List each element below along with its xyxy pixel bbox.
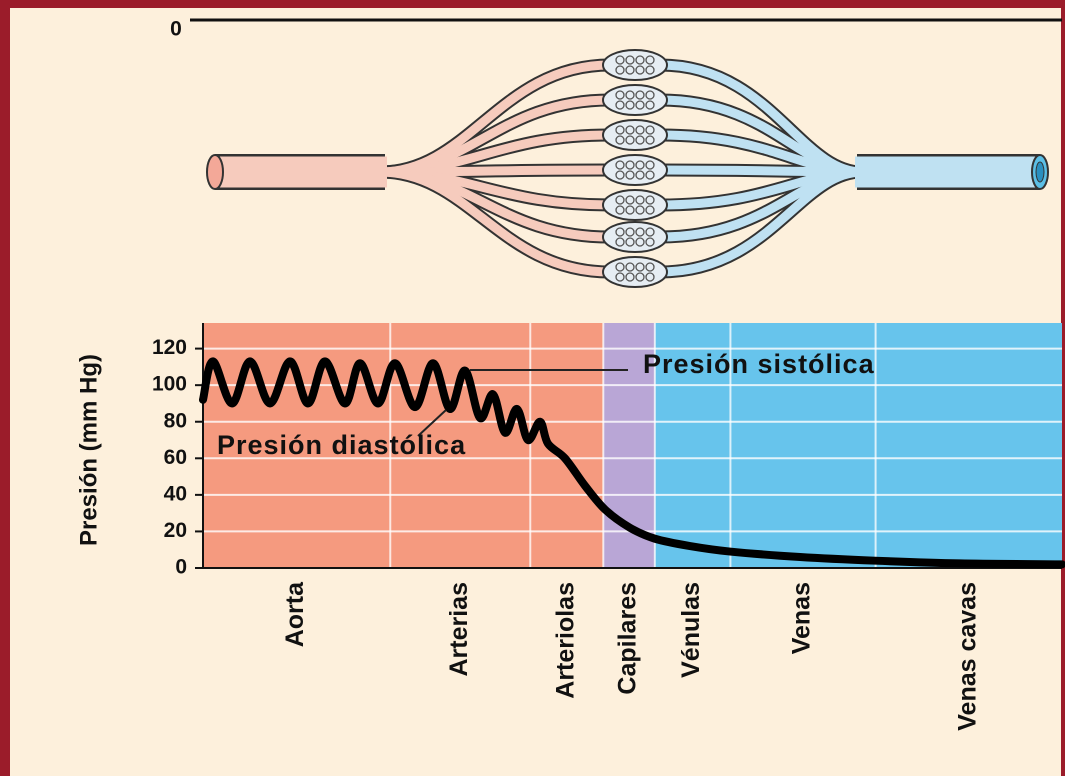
plot: Aorta Arterias Arteriolas Capilares Vénulas V… (152, 323, 1062, 731)
artery-end (207, 155, 223, 189)
y-tick-label: 120 (152, 336, 187, 359)
x-category-label: Vénulas (677, 582, 705, 678)
x-category-label: Arteriolas (551, 582, 579, 699)
x-category-label: Venas (788, 582, 816, 654)
capillary-bed (603, 155, 667, 185)
y-tick-label: 100 (152, 373, 187, 396)
page: {"clipped_label": "0", "chart_data": { "… (0, 0, 1065, 780)
y-tick-label: 0 (175, 556, 187, 579)
y-axis-title: Presión (mm Hg) (75, 354, 102, 546)
clipped-tick-label: 0 (170, 18, 182, 41)
vein-end-lumen (1036, 162, 1044, 182)
capillary-bed (603, 120, 667, 150)
y-tick-label: 60 (164, 446, 187, 469)
x-category-label: Capilares (614, 582, 642, 695)
x-category-label: Aorta (281, 581, 309, 647)
capillary-bed (603, 222, 667, 252)
x-category-label: Venas cavas (953, 582, 981, 731)
x-category-label: Arterias (445, 582, 473, 677)
y-tick-label: 80 (164, 409, 187, 432)
annotation: Presión diastólica (217, 430, 466, 460)
annotation: Presión sistólica (643, 349, 875, 379)
capillary-bed (603, 257, 667, 287)
y-tick-label: 40 (164, 482, 187, 505)
vessel-illustration (207, 50, 1048, 287)
capillary-bed (603, 50, 667, 80)
capillary-bed (603, 85, 667, 115)
y-tick-label: 20 (164, 519, 187, 542)
capillary-bed (603, 190, 667, 220)
chart: 0 Aorta Arterias Arteriolas Capilares Vénula… (0, 0, 1065, 780)
